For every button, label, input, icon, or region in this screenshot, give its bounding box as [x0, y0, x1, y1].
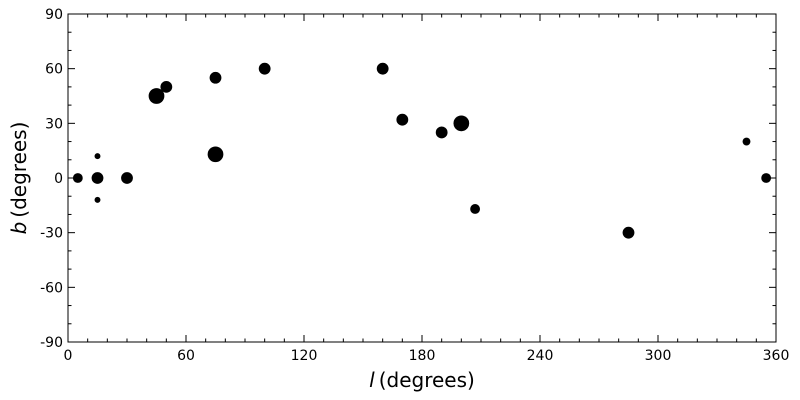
data-point [209, 71, 222, 84]
axis-ticks-group: 0 60 120 180 240 300 360 -90 -60 -30 0 30 60 90 [40, 7, 789, 364]
data-point [258, 62, 271, 75]
y-axis-label: b(degrees) [7, 122, 31, 235]
x-axis-label: l (degrees) [369, 368, 475, 392]
data-point [761, 173, 772, 183]
data-point [72, 173, 83, 183]
plot-frame [67, 13, 777, 343]
data-point [622, 226, 635, 239]
data-point [94, 153, 101, 160]
data-point [742, 137, 751, 146]
y-tick-label: -90 [40, 335, 63, 351]
y-tick-label: 60 [45, 62, 63, 78]
x-tick-label: 240 [527, 348, 554, 364]
data-point [396, 113, 409, 126]
data-point [207, 146, 224, 163]
data-point [453, 115, 470, 132]
y-tick-label: 30 [45, 116, 63, 132]
x-tick-label: 120 [291, 348, 318, 364]
x-tick-label: 0 [64, 348, 73, 364]
data-points-group [72, 62, 772, 239]
data-point [121, 172, 133, 184]
data-point [94, 196, 101, 203]
y-tick-label: -60 [40, 280, 63, 296]
data-point [148, 88, 165, 104]
y-tick-label: 0 [54, 171, 63, 187]
x-tick-label: 180 [409, 348, 436, 364]
x-tick-label: 300 [645, 348, 672, 364]
data-point [470, 204, 481, 214]
data-point [376, 62, 389, 75]
y-tick-label: 90 [45, 7, 63, 23]
data-point [435, 126, 448, 139]
data-point [160, 80, 173, 93]
data-point [91, 172, 104, 184]
y-tick-label: -30 [40, 226, 63, 242]
x-tick-label: 60 [177, 348, 195, 364]
x-tick-label: 360 [763, 348, 790, 364]
